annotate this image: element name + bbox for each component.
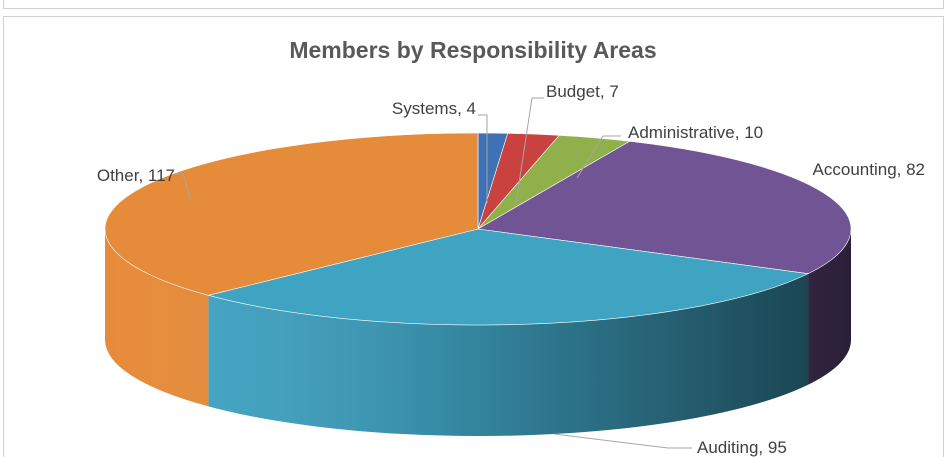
leader-auditing — [553, 433, 692, 449]
leader-other — [175, 173, 192, 201]
chart-frame — [3, 16, 944, 457]
slice-accounting — [477, 140, 852, 274]
slice-other — [104, 132, 479, 296]
leader-administrative — [576, 135, 621, 179]
data-label-budget: Budget, 7 — [546, 82, 619, 101]
data-label-systems: Systems, 4 — [392, 99, 476, 118]
leader-systems — [478, 114, 488, 203]
slice-auditing — [208, 228, 810, 326]
data-label-other: Other, 117 — [97, 166, 175, 185]
chart-title: Members by Responsibility Areas — [289, 37, 656, 63]
data-labels: Systems, 4 Budget, 7 Administrative, 10 Acc… — [97, 82, 925, 457]
pie-slices — [104, 132, 852, 326]
data-label-administrative: Administrative, 10 — [628, 123, 763, 142]
label-leader-lines — [175, 97, 692, 449]
data-label-auditing: Auditing, 95 — [697, 438, 787, 457]
data-label-accounting: Accounting, 82 — [813, 160, 925, 179]
leader-budget — [515, 97, 544, 204]
previous-panel-edge — [3, 0, 944, 9]
